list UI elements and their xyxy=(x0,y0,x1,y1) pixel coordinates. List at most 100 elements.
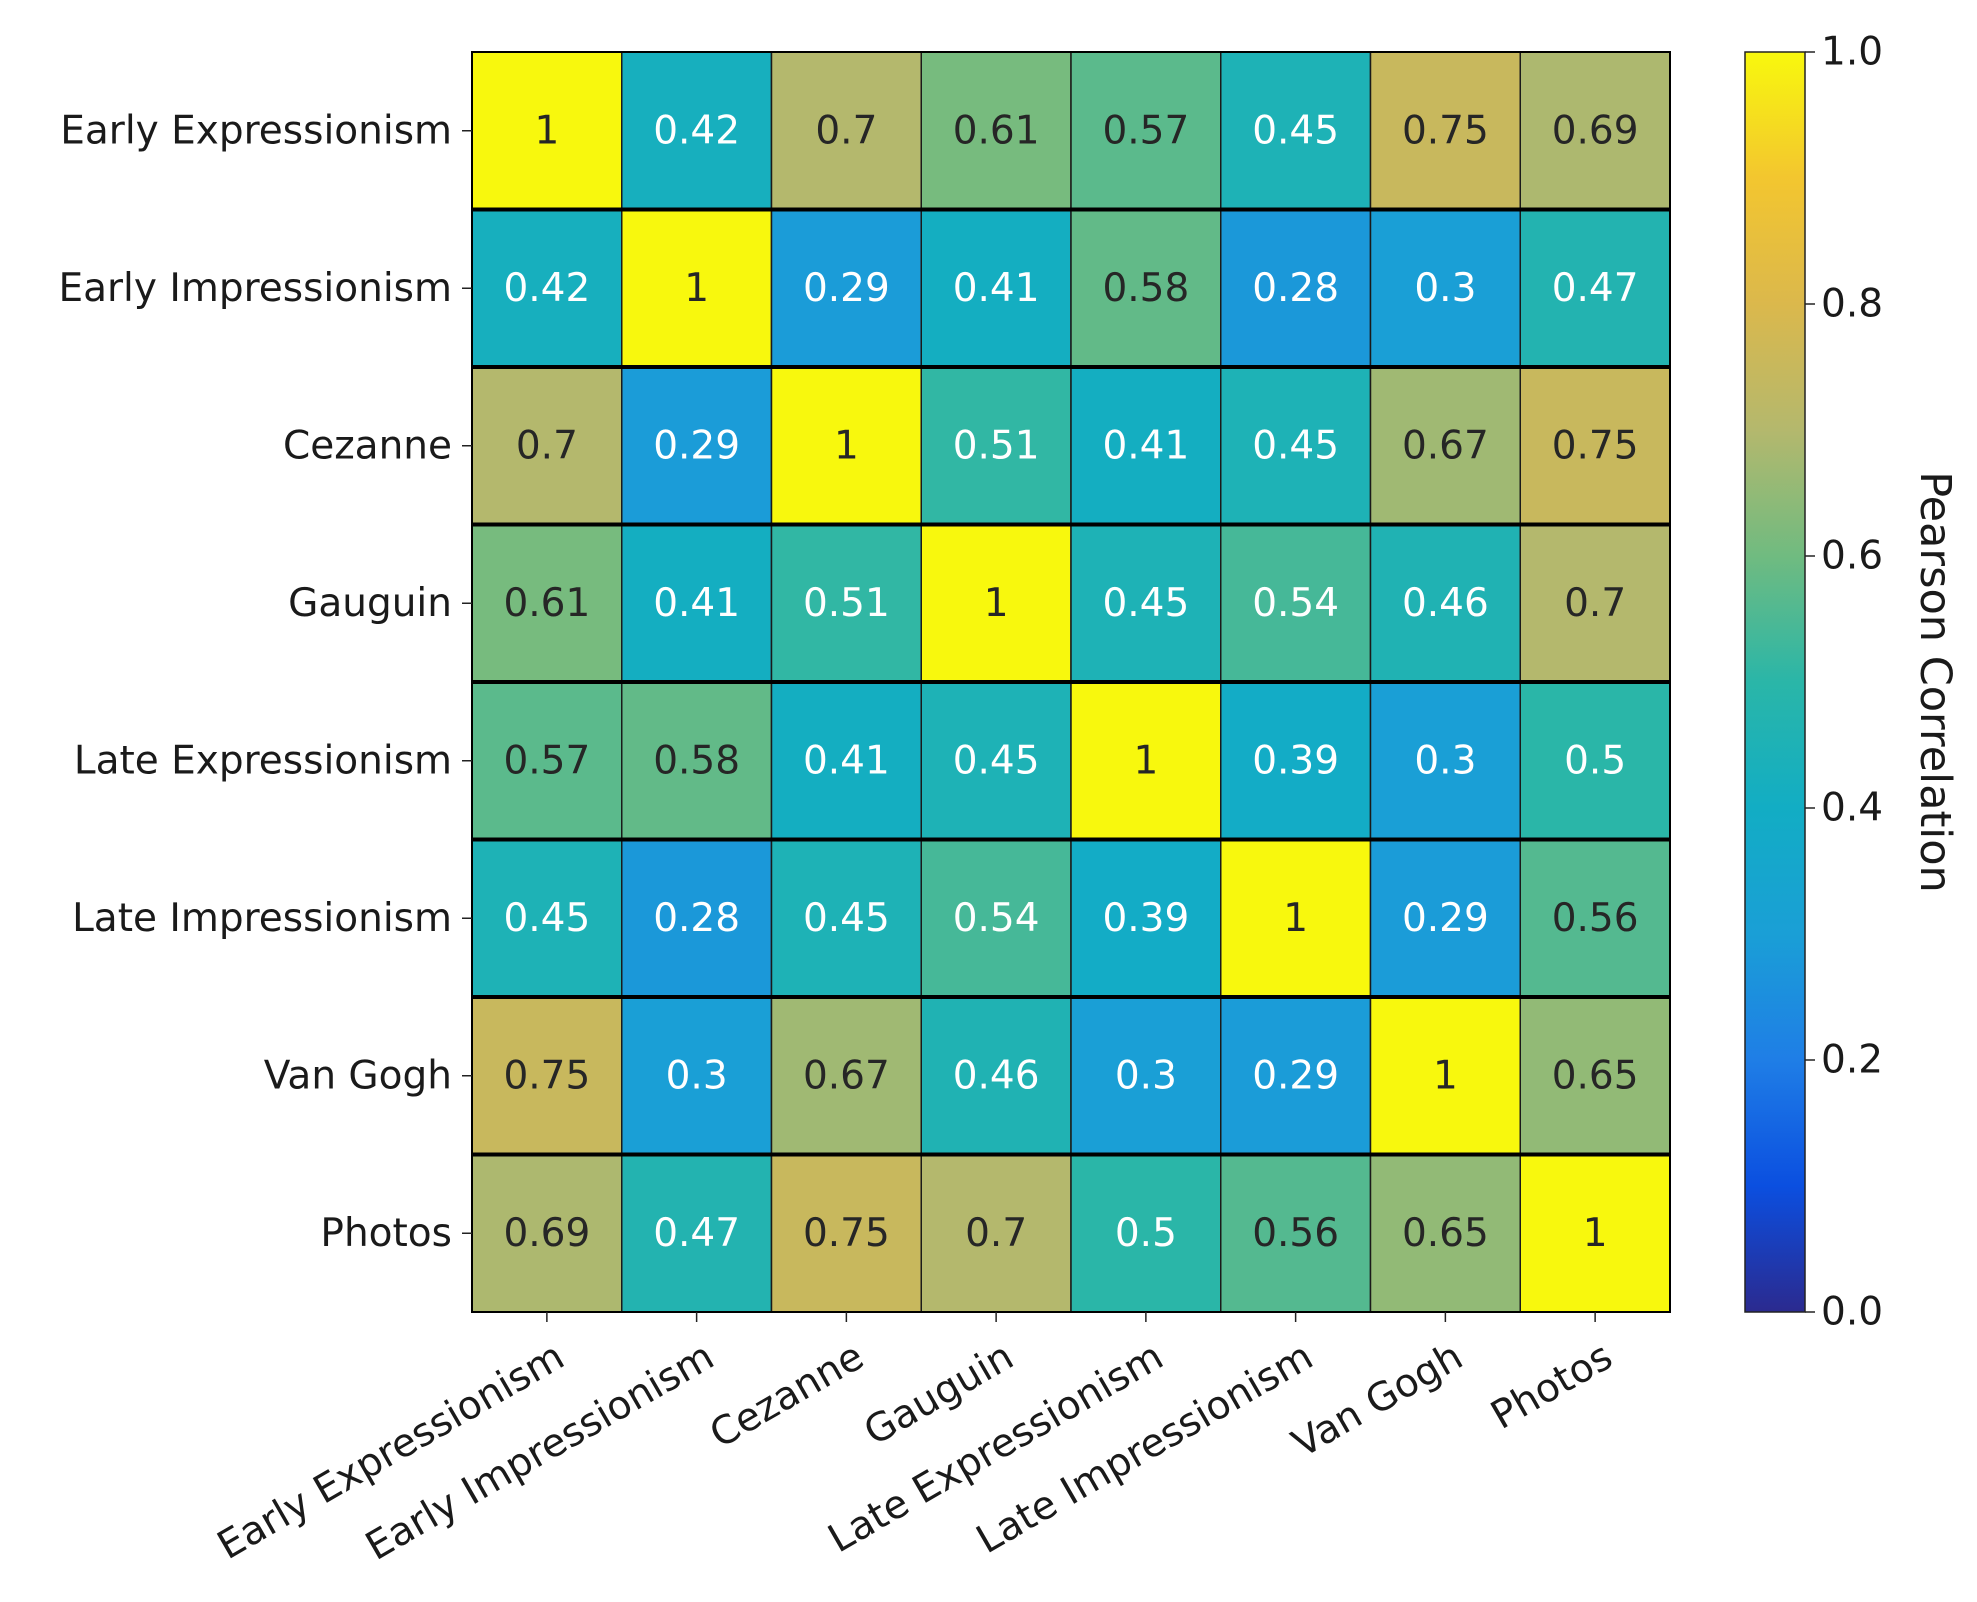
cell-value-label: 0.58 xyxy=(653,738,740,783)
colorbar-tick-label: 0.8 xyxy=(1821,282,1883,327)
heatmap-cell xyxy=(1369,681,1521,841)
heatmap-cell xyxy=(1220,681,1372,841)
row-label: Late Expressionism xyxy=(74,738,452,783)
cell-value-label: 0.28 xyxy=(1252,266,1339,311)
cell-value-label: 0.61 xyxy=(503,581,590,626)
heatmap-cell xyxy=(1519,366,1671,526)
colorbar-tick-label: 0.0 xyxy=(1821,1290,1883,1335)
heatmap-cell xyxy=(471,838,623,998)
heatmap-cell xyxy=(621,366,773,526)
heatmap-cell xyxy=(1220,208,1372,368)
cell-value-label: 0.75 xyxy=(1552,423,1639,468)
cell-value-label: 0.65 xyxy=(1402,1211,1489,1256)
cell-value-label: 0.7 xyxy=(815,108,877,153)
cell-value-label: 0.41 xyxy=(1102,423,1189,468)
heatmap-cell xyxy=(1220,51,1372,211)
heatmap-cells: 1 0.42 0.7 0.61 0.57 0.45 0.75 0.69 0.42 1 0.29 0.4… xyxy=(471,51,1671,1313)
cell-value-label: 0.57 xyxy=(1102,108,1189,153)
cell-value-label: 0.29 xyxy=(1402,896,1489,941)
cell-value-label: 0.54 xyxy=(953,896,1040,941)
heatmap-cell xyxy=(770,1153,922,1313)
cell-value-label: 0.47 xyxy=(1552,266,1639,311)
cell-value-label: 0.39 xyxy=(1252,738,1339,783)
cell-value-label: 0.57 xyxy=(503,738,590,783)
cell-value-label: 0.42 xyxy=(503,266,590,311)
heatmap-cell xyxy=(920,996,1072,1156)
row-label: Gauguin xyxy=(288,581,452,626)
colorbar-tick-label: 1.0 xyxy=(1821,30,1883,75)
cell-value-label: 0.67 xyxy=(1402,423,1489,468)
cell-value-label: 0.67 xyxy=(803,1053,890,1098)
heatmap-cell xyxy=(1070,996,1222,1156)
heatmap-cell xyxy=(920,208,1072,368)
cell-value-label: 0.3 xyxy=(1115,1053,1177,1098)
cell-value-label: 0.45 xyxy=(953,738,1040,783)
cell-value-label: 0.29 xyxy=(1252,1053,1339,1098)
heatmap-cell xyxy=(1369,208,1521,368)
cell-value-label: 0.42 xyxy=(653,108,740,153)
colorbar-tick-label: 0.6 xyxy=(1821,534,1883,579)
heatmap-cell xyxy=(1519,523,1671,683)
plot-frame xyxy=(471,51,1671,1313)
cell-value-label: 1 xyxy=(684,266,709,311)
cell-value-label: 0.5 xyxy=(1564,738,1626,783)
cell-value-label: 0.7 xyxy=(1564,581,1626,626)
heatmap-cell xyxy=(1369,838,1521,998)
cell-value-label: 0.3 xyxy=(1414,738,1476,783)
cell-value-label: 0.45 xyxy=(1102,581,1189,626)
cell-value-label: 1 xyxy=(1133,738,1158,783)
heatmap-cell xyxy=(1070,1153,1222,1313)
heatmap-cell xyxy=(1369,51,1521,211)
cell-value-label: 1 xyxy=(984,581,1009,626)
cell-value-label: 0.29 xyxy=(803,266,890,311)
heatmap-cell xyxy=(1070,838,1222,998)
heatmap-cell xyxy=(920,681,1072,841)
cell-value-label: 1 xyxy=(1433,1053,1458,1098)
heatmap-cell xyxy=(1369,1153,1521,1313)
cell-value-label: 0.45 xyxy=(503,896,590,941)
heatmap-cell xyxy=(471,208,623,368)
heatmap-cell xyxy=(1369,366,1521,526)
group-separators xyxy=(471,51,1671,1313)
heatmap-cell xyxy=(471,681,623,841)
heatmap-cell xyxy=(920,523,1072,683)
colorbar-tick-label: 0.4 xyxy=(1821,786,1883,831)
cell-value-label: 0.39 xyxy=(1102,896,1189,941)
cell-value-label: 0.56 xyxy=(1252,1211,1339,1256)
colorbar-gradient xyxy=(1744,51,1806,1313)
colorbar-label: Pearson Correlation xyxy=(1910,471,1960,893)
cell-value-label: 0.46 xyxy=(1402,581,1489,626)
cell-value-label: 0.7 xyxy=(516,423,578,468)
cell-value-label: 0.51 xyxy=(953,423,1040,468)
cell-value-label: 0.28 xyxy=(653,896,740,941)
cell-value-label: 0.47 xyxy=(653,1211,740,1256)
column-label: Cezanne xyxy=(702,1334,871,1457)
row-label: Early Expressionism xyxy=(60,108,452,153)
row-label: Early Impressionism xyxy=(58,266,452,311)
cell-value-label: 0.54 xyxy=(1252,581,1339,626)
cell-value-label: 0.69 xyxy=(503,1211,590,1256)
heatmap-cell xyxy=(1070,51,1222,211)
heatmap-cell xyxy=(770,996,922,1156)
row-labels: Early Expressionism Early Impressionism Ce… xyxy=(58,108,472,1256)
heatmap-cell xyxy=(621,996,773,1156)
heatmap-cell xyxy=(471,51,623,211)
heatmap-cell xyxy=(1519,51,1671,211)
cell-value-label: 0.29 xyxy=(653,423,740,468)
heatmap-cell xyxy=(1070,366,1222,526)
heatmap-cell xyxy=(1070,208,1222,368)
cell-value-label: 0.69 xyxy=(1552,108,1639,153)
heatmap-cell xyxy=(1220,838,1372,998)
heatmap-cell xyxy=(471,366,623,526)
cell-value-label: 0.7 xyxy=(965,1211,1027,1256)
row-label: Cezanne xyxy=(283,423,452,468)
cell-value-label: 0.45 xyxy=(1252,108,1339,153)
heatmap-cell xyxy=(471,523,623,683)
row-label: Photos xyxy=(320,1211,452,1256)
cell-value-label: 0.56 xyxy=(1552,896,1639,941)
heatmap-cell xyxy=(621,1153,773,1313)
heatmap-cell xyxy=(471,996,623,1156)
cell-value-label: 0.65 xyxy=(1552,1053,1639,1098)
